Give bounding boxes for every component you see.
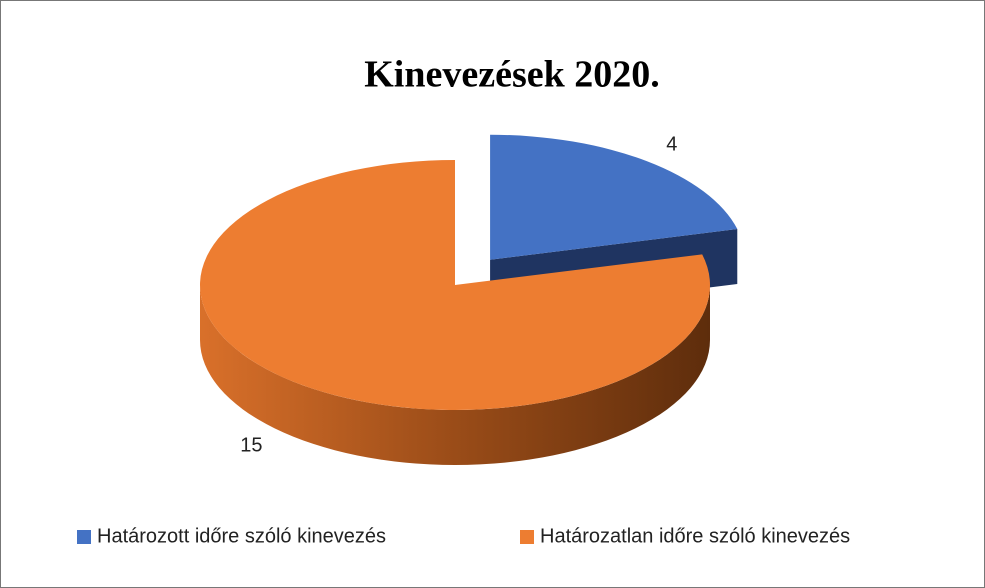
- data-label: 15: [240, 435, 262, 457]
- legend-label: Határozatlan időre szóló kinevezés: [540, 525, 850, 547]
- legend-swatch: [77, 530, 91, 544]
- slice-side: [200, 285, 710, 465]
- chart-title: Kinevezések 2020.: [364, 54, 660, 96]
- data-label: 4: [666, 134, 677, 156]
- slice: [490, 134, 738, 260]
- slice: [200, 160, 711, 411]
- legend-swatch: [520, 530, 534, 544]
- legend-label: Határozott időre szóló kinevezés: [97, 525, 386, 547]
